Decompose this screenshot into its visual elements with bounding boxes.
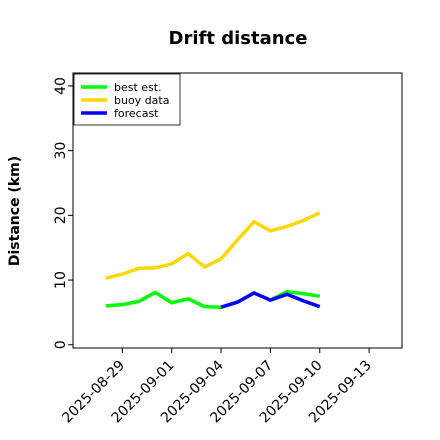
legend-label: forecast	[114, 107, 159, 120]
plot-frame	[72, 72, 403, 349]
y-tick-label: 30	[53, 142, 69, 160]
series-lines	[105, 211, 321, 309]
y-axis-label: Distance (km)	[7, 156, 23, 266]
legend-label: best est.	[114, 81, 162, 94]
series-line-forecast	[220, 291, 321, 309]
y-tick-label: 40	[53, 77, 69, 95]
series-line-best-est	[105, 289, 321, 309]
x-axis-ticks: 2025-08-292025-09-012025-09-042025-09-07…	[59, 348, 375, 426]
chart-title: Drift distance	[169, 28, 308, 49]
series-line-buoy-data	[105, 211, 321, 280]
y-tick-label: 0	[53, 340, 69, 349]
y-axis-ticks: 0 10 20 30 40	[53, 77, 73, 349]
y-tick-label: 20	[53, 206, 69, 224]
legend-label: buoy data	[114, 94, 169, 107]
y-tick-label: 10	[53, 271, 69, 289]
